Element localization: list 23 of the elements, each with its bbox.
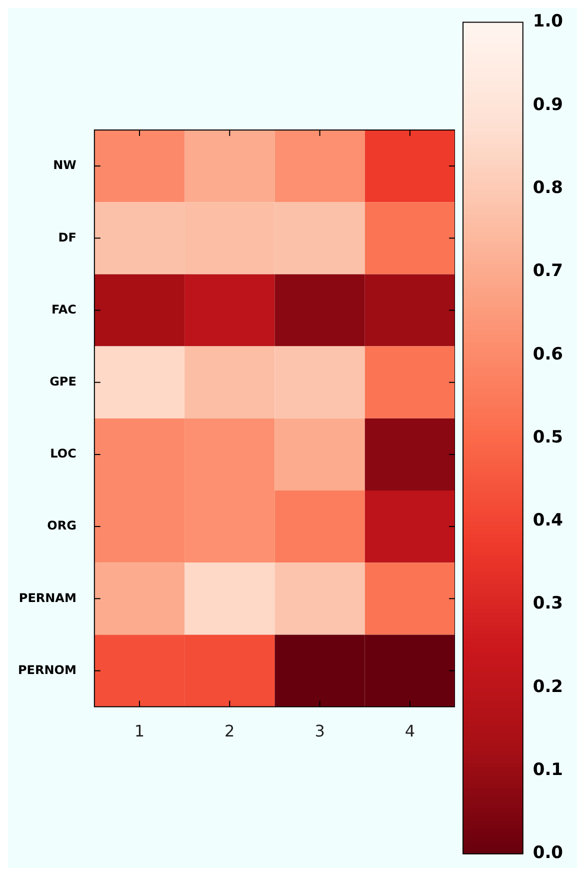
color-bar-label: 0.8 xyxy=(532,178,564,198)
color-bar-label: 0.2 xyxy=(532,676,564,697)
color-bar-label: 0.0 xyxy=(532,843,564,864)
color-bar-label: 0.7 xyxy=(532,261,564,282)
color-bar-label: 0.3 xyxy=(532,594,564,614)
y-tick-label: PERNOM xyxy=(18,662,76,677)
y-tick-label: PERNAM xyxy=(18,590,76,605)
y-tick-label: GPE xyxy=(50,374,76,388)
y-tick-label: FAC xyxy=(51,302,77,316)
color-bar-label: 1.0 xyxy=(532,12,564,32)
color-bar-label: 0.6 xyxy=(532,344,564,364)
y-tick-label: LOC xyxy=(50,446,77,461)
color-bar-label: 0.4 xyxy=(532,510,564,531)
y-tick-label: DF xyxy=(58,230,76,244)
color-bar-label: 0.1 xyxy=(532,760,564,780)
x-tick-label: 3 xyxy=(314,722,325,741)
y-tick-label: NW xyxy=(53,158,76,172)
x-tick-label: 2 xyxy=(224,722,235,741)
color-bar-label: 0.5 xyxy=(532,427,564,448)
x-tick-label: 4 xyxy=(404,722,416,741)
color-bar-label: 0.9 xyxy=(532,94,564,115)
y-tick-label: ORG xyxy=(47,518,76,533)
x-tick-label: 1 xyxy=(134,722,145,741)
